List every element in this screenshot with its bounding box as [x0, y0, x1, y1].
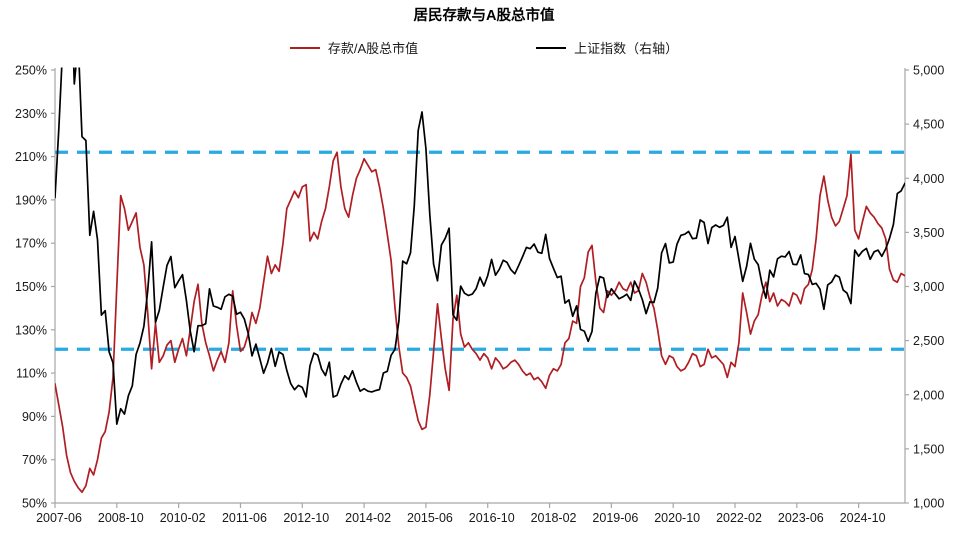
svg-text:2019-06: 2019-06	[592, 511, 638, 525]
svg-text:2016-10: 2016-10	[469, 511, 515, 525]
svg-text:2011-06: 2011-06	[222, 511, 267, 525]
svg-text:190%: 190%	[15, 193, 47, 207]
svg-text:2,000: 2,000	[913, 388, 944, 402]
svg-text:2018-02: 2018-02	[531, 511, 577, 525]
legend-item-sse-index: 上证指数（右轴）	[536, 38, 678, 57]
svg-text:110%: 110%	[16, 367, 47, 381]
svg-text:2020-10: 2020-10	[654, 511, 700, 525]
chart-title: 居民存款与A股总市值	[413, 8, 555, 24]
legend-label-sse-index: 上证指数（右轴）	[574, 41, 679, 56]
svg-text:2024-10: 2024-10	[840, 511, 886, 525]
svg-text:4,000: 4,000	[913, 172, 944, 186]
series-sse-index-line	[55, 67, 905, 425]
svg-text:250%: 250%	[15, 64, 47, 78]
svg-text:4,500: 4,500	[913, 118, 944, 132]
svg-text:2014-02: 2014-02	[345, 511, 391, 525]
series-deposit-ratio-line	[55, 151, 905, 494]
svg-text:2023-06: 2023-06	[778, 511, 824, 525]
svg-text:1,000: 1,000	[913, 497, 944, 511]
svg-text:150%: 150%	[15, 280, 47, 294]
svg-text:2007-06: 2007-06	[36, 511, 82, 525]
legend-item-deposit-ratio: 存款/A股总市值	[289, 38, 419, 57]
svg-text:170%: 170%	[15, 237, 47, 251]
svg-text:2008-10: 2008-10	[98, 511, 144, 525]
svg-text:130%: 130%	[15, 323, 47, 337]
svg-text:210%: 210%	[15, 150, 47, 164]
legend-line-swatch-red	[289, 46, 320, 49]
legend: 存款/A股总市值 上证指数（右轴）	[0, 38, 968, 57]
svg-text:2012-10: 2012-10	[283, 511, 329, 525]
svg-text:2,500: 2,500	[913, 334, 944, 348]
svg-text:3,000: 3,000	[913, 280, 944, 294]
y-axis-left-labels: 250% 230% 210% 190% 170% 150% 130% 110% 90% 70% 50…	[15, 64, 55, 511]
svg-text:2022-02: 2022-02	[716, 511, 762, 525]
svg-text:90%: 90%	[22, 410, 47, 424]
svg-text:230%: 230%	[15, 107, 47, 121]
svg-text:2015-06: 2015-06	[407, 511, 453, 525]
svg-text:70%: 70%	[22, 453, 47, 467]
legend-line-swatch-black	[536, 46, 567, 49]
svg-text:2010-02: 2010-02	[160, 511, 206, 525]
svg-text:3,500: 3,500	[913, 226, 944, 240]
legend-label-deposit-ratio: 存款/A股总市值	[327, 41, 419, 56]
svg-text:5,000: 5,000	[913, 64, 944, 78]
y-axis-right-labels: 5,000 4,500 4,000 3,500 3,000 2,500 2,000 1,500…	[905, 64, 944, 511]
svg-text:50%: 50%	[22, 497, 47, 511]
x-axis-labels: 2007-06 2008-10 2010-02 2011-06 2012-10 2014-…	[36, 503, 886, 525]
svg-text:1,500: 1,500	[913, 442, 944, 456]
